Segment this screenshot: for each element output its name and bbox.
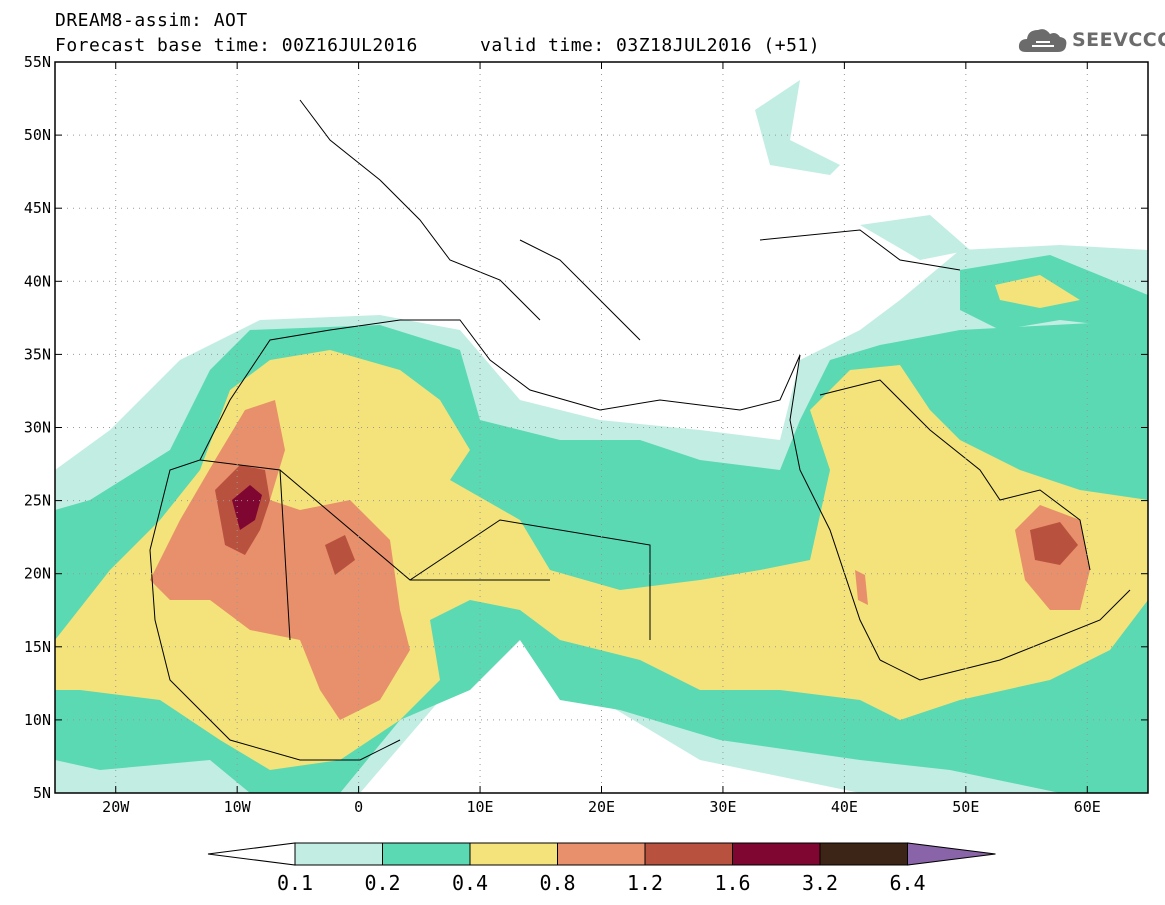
aot-field — [55, 80, 1148, 793]
subtitle-row: Forecast base time: 00Z16JUL2016 valid ti… — [55, 35, 820, 56]
colorbar-bin — [382, 842, 471, 866]
colorbar-label: 0.8 — [539, 871, 575, 895]
aot-band-1.6 — [232, 485, 262, 530]
colorbar-label: 1.6 — [714, 871, 750, 895]
colorbar-label: 0.4 — [452, 871, 488, 895]
aot-band-0.1-plume-north — [755, 80, 840, 175]
lat-tick-label: 35N — [24, 345, 51, 363]
colorbar-bin — [732, 842, 821, 866]
colorbar-label: 1.2 — [627, 871, 663, 895]
aot-band-0.8 — [150, 400, 410, 720]
valid-time: valid time: 03Z18JUL2016 (+51) — [480, 35, 821, 56]
axis-ticks: 20W 10W 0 10E 20E 30E 40E 50E 60E 55N 50N 45N 40N 35N… — [24, 53, 1148, 816]
colorbar-label: 0.1 — [277, 871, 313, 895]
colorbar-label: 3.2 — [802, 871, 838, 895]
lon-tick-label: 30E — [709, 798, 736, 816]
lat-tick-label: 20N — [24, 565, 51, 583]
cloud-icon — [1018, 29, 1067, 52]
lon-tick-label: 0 — [354, 798, 363, 816]
aot-band-0.1-black-sea — [860, 215, 970, 260]
lat-tick-label: 25N — [24, 492, 51, 510]
lat-tick-label: 50N — [24, 126, 51, 144]
graticule — [55, 62, 1148, 793]
colorbar-bin — [469, 842, 558, 866]
colorbar-under-arrow — [207, 842, 296, 866]
lon-tick-label: 10E — [467, 798, 494, 816]
lon-tick-label: 20W — [102, 798, 130, 816]
lat-tick-label: 45N — [24, 199, 51, 217]
lat-tick-label: 55N — [24, 53, 51, 71]
aot-band-1.2-oman — [1030, 522, 1078, 565]
aot-band-0.8-red-sea — [855, 570, 868, 605]
lon-tick-label: 60E — [1074, 798, 1101, 816]
lat-tick-label: 30N — [24, 419, 51, 437]
lon-tick-label: 50E — [952, 798, 979, 816]
seevccc-logo: SEEVCCC — [1018, 22, 1165, 58]
colorbar-bin — [819, 842, 908, 866]
lat-tick-label: 5N — [33, 784, 51, 802]
aot-band-1.2-mali — [325, 535, 355, 575]
lat-tick-label: 40N — [24, 272, 51, 290]
aot-band-0.4-caspian — [995, 275, 1080, 308]
lon-tick-label: 40E — [831, 798, 858, 816]
map-title: DREAM8-assim: AOT — [55, 10, 248, 31]
colorbar-bin — [557, 842, 646, 866]
forecast-base-time: Forecast base time: 00Z16JUL2016 — [55, 35, 418, 56]
colorbar-bin — [294, 842, 383, 866]
coastlines-and-borders — [149, 99, 1131, 761]
colorbar-over-arrow — [907, 842, 996, 866]
lon-tick-label: 10W — [224, 798, 252, 816]
lat-tick-label: 15N — [24, 638, 51, 656]
lon-tick-label: 20E — [588, 798, 615, 816]
colorbar-bin — [644, 842, 733, 866]
colorbar-label: 0.2 — [364, 871, 400, 895]
colorbar-label: 6.4 — [889, 871, 925, 895]
colorbar: 0.1 0.2 0.4 0.8 1.2 1.6 3.2 6.4 — [207, 842, 996, 895]
lat-tick-label: 10N — [24, 711, 51, 729]
logo-text: SEEVCCC — [1072, 29, 1165, 51]
